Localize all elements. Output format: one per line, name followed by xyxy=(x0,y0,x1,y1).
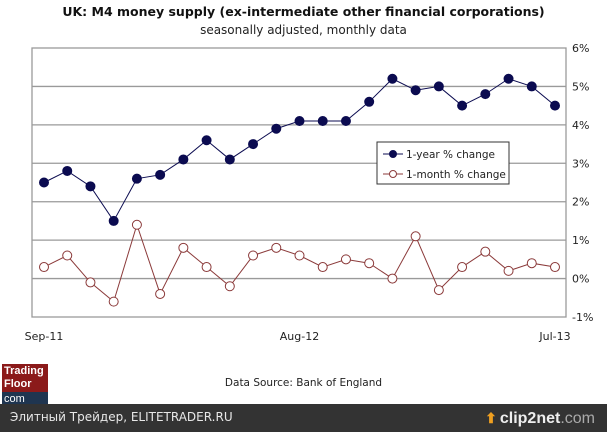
clip2net-logo: ⬆ clip2net.com xyxy=(485,409,595,428)
1-month-point xyxy=(39,262,49,273)
1-year-point xyxy=(201,135,212,146)
1-year-point xyxy=(364,96,375,107)
1-month-point xyxy=(271,242,282,253)
1-year-point xyxy=(39,177,49,188)
1-year-point xyxy=(294,116,305,127)
1-year-point xyxy=(224,154,235,165)
1-month-point xyxy=(340,254,351,265)
1-month-point xyxy=(480,246,491,257)
1-month-point xyxy=(178,242,189,253)
1-month-point xyxy=(433,285,444,296)
1-year-point xyxy=(131,173,142,184)
1-year-point xyxy=(550,100,560,111)
1-year-point xyxy=(340,116,351,127)
1-year-point xyxy=(526,81,537,92)
1-month-point xyxy=(294,250,305,261)
1-year-point xyxy=(317,116,328,127)
chart-title: UK: M4 money supply (ex-intermediate oth… xyxy=(62,4,545,19)
1-month-point xyxy=(550,262,560,273)
footer-credit: Элитный Трейдер, ELITETRADER.RU xyxy=(10,410,233,424)
1-month-point xyxy=(62,250,73,261)
data-source: Data Source: Bank of England xyxy=(224,377,383,389)
1-year-point xyxy=(108,215,119,226)
plot-area-border xyxy=(31,47,567,318)
1-month-point xyxy=(85,277,96,288)
x-tick-label: Jul-13 xyxy=(538,330,570,343)
1-month-point xyxy=(387,273,398,284)
logo-line3: com xyxy=(2,392,48,407)
legend-marker xyxy=(389,150,397,158)
1-year-point xyxy=(155,169,166,180)
chart: 6% 5% 4% 3% 2% 1% 0% -1% Sep-11 Aug-12 Jul-13 1-yea… xyxy=(25,42,594,343)
y-tick-label: 5% xyxy=(572,80,589,93)
1-month-point xyxy=(317,262,328,273)
footer-bar: Элитный Трейдер, ELITETRADER.RU ⬆ clip2ne… xyxy=(0,404,607,432)
1-month-point xyxy=(201,262,212,273)
1-year-point xyxy=(178,154,189,165)
1-month-point xyxy=(155,288,166,299)
legend-box xyxy=(376,141,510,185)
1-year-point xyxy=(433,81,444,92)
1-year-point xyxy=(410,85,421,96)
logo-line1: Trading xyxy=(4,365,44,377)
upload-arrow-icon: ⬆ xyxy=(485,410,497,426)
1-month-point xyxy=(108,296,119,307)
1-month-point xyxy=(224,281,235,292)
1-year-point xyxy=(248,139,259,150)
1-year-point xyxy=(62,165,73,176)
1-year-point xyxy=(480,89,491,100)
y-tick-label: 4% xyxy=(572,119,589,132)
1-month-point xyxy=(364,258,375,269)
legend-marker xyxy=(389,170,397,178)
y-tick-label: 3% xyxy=(572,157,589,170)
1-month-point xyxy=(248,250,259,261)
logo-line2: Floor xyxy=(4,378,32,390)
1-month-point xyxy=(457,262,468,273)
clip2net-brand: clip2net xyxy=(499,410,561,427)
x-tick-label: Sep-11 xyxy=(25,330,64,343)
x-tick-label: Aug-12 xyxy=(280,330,319,343)
chart-subtitle: seasonally adjusted, monthly data xyxy=(200,23,407,37)
1-year-point xyxy=(503,73,514,84)
y-tick-label: 6% xyxy=(572,42,589,55)
1-month-point xyxy=(410,231,421,242)
y-tick-label: 0% xyxy=(572,273,589,286)
1-year-point xyxy=(271,123,282,134)
y-tick-label: -1% xyxy=(572,311,593,324)
1-year-point xyxy=(387,73,398,84)
1-year-point xyxy=(457,100,468,111)
y-tick-label: 1% xyxy=(572,234,589,247)
1-year-point xyxy=(85,181,96,192)
1-month-point xyxy=(503,265,514,276)
legend-label: 1-month % change xyxy=(406,169,506,181)
y-tick-label: 2% xyxy=(572,196,589,209)
legend-label: 1-year % change xyxy=(406,149,495,161)
clip2net-domain: .com xyxy=(560,410,595,427)
1-month-point xyxy=(131,219,142,230)
tradingfloor-logo: Trading Floor com xyxy=(2,364,48,407)
series-line-1-month xyxy=(43,223,556,303)
1-month-point xyxy=(526,258,537,269)
